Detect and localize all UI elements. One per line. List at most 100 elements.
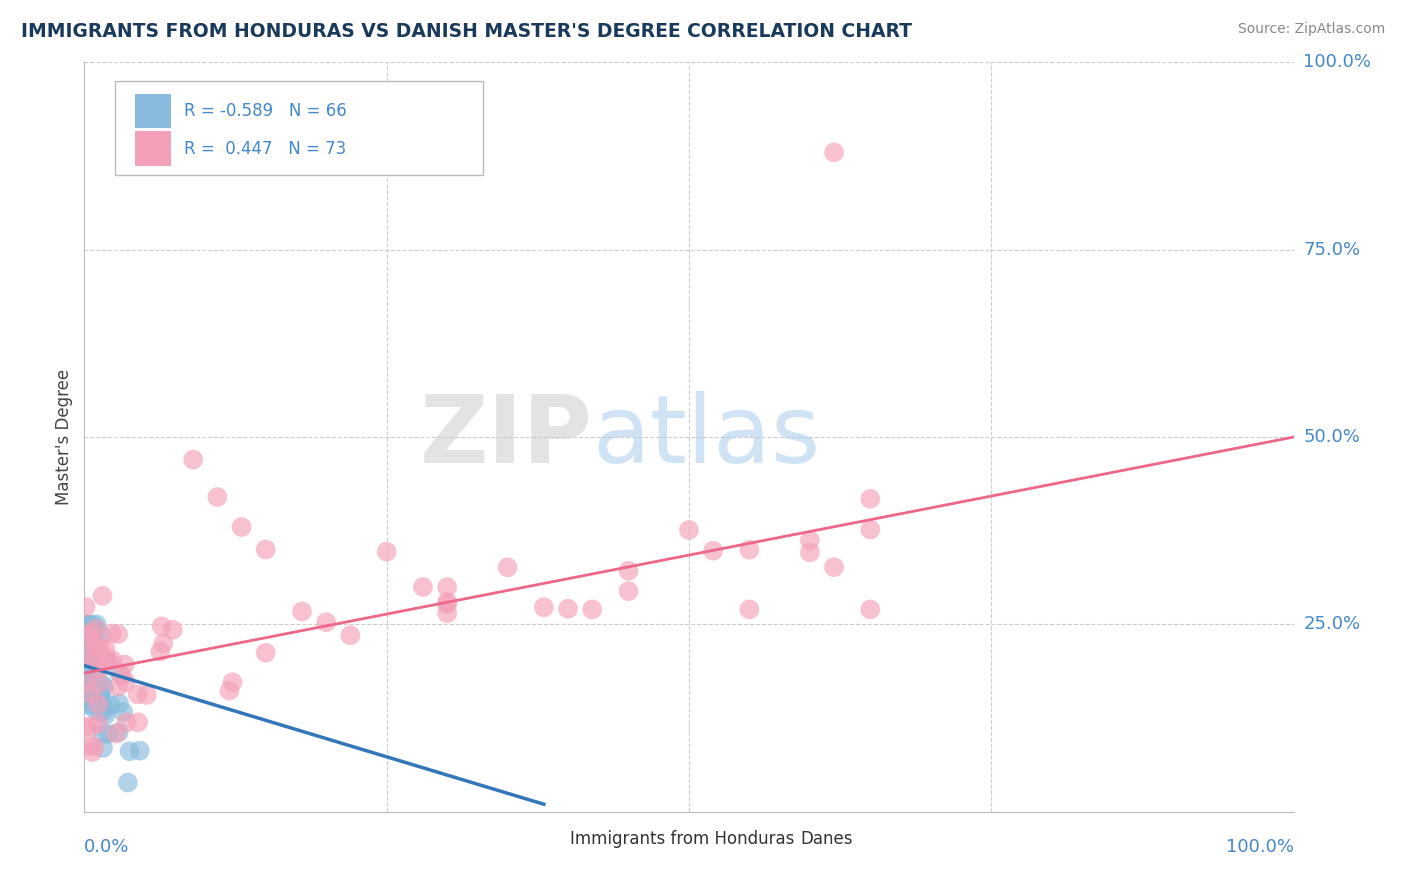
Point bbox=[75, 720, 97, 734]
Point bbox=[79, 738, 101, 752]
Point bbox=[75, 674, 97, 689]
Point bbox=[91, 740, 114, 755]
Point bbox=[254, 542, 277, 557]
Point bbox=[86, 656, 108, 670]
Point bbox=[436, 580, 458, 594]
Point bbox=[83, 649, 105, 664]
Point bbox=[86, 681, 108, 696]
Text: 50.0%: 50.0% bbox=[1303, 428, 1360, 446]
Point bbox=[702, 543, 724, 558]
Point bbox=[101, 653, 124, 667]
Point bbox=[152, 636, 174, 650]
Point bbox=[84, 677, 107, 691]
Point bbox=[412, 580, 434, 594]
FancyBboxPatch shape bbox=[768, 828, 794, 851]
Point bbox=[79, 665, 101, 679]
Point bbox=[149, 644, 172, 658]
Point bbox=[617, 564, 640, 578]
Point bbox=[108, 696, 131, 710]
Point bbox=[87, 686, 110, 700]
Point bbox=[77, 657, 100, 671]
Point bbox=[87, 698, 110, 712]
Point bbox=[76, 648, 98, 663]
Point bbox=[823, 560, 845, 574]
Text: 100.0%: 100.0% bbox=[1226, 838, 1294, 856]
Point bbox=[82, 617, 104, 632]
Point bbox=[79, 679, 101, 693]
Point bbox=[84, 621, 107, 635]
Point bbox=[75, 694, 97, 708]
Point bbox=[75, 668, 97, 682]
Point bbox=[75, 634, 97, 648]
Point bbox=[96, 654, 118, 668]
Text: R =  0.447   N = 73: R = 0.447 N = 73 bbox=[184, 140, 346, 158]
Point bbox=[93, 681, 115, 695]
Point bbox=[83, 637, 105, 651]
Text: ZIP: ZIP bbox=[419, 391, 592, 483]
Point bbox=[114, 675, 136, 690]
Point bbox=[83, 650, 105, 665]
Point bbox=[82, 653, 104, 667]
Point bbox=[107, 680, 129, 694]
Point bbox=[135, 688, 157, 702]
Point bbox=[76, 617, 98, 632]
Point bbox=[77, 636, 100, 650]
Y-axis label: Master's Degree: Master's Degree bbox=[55, 369, 73, 505]
Text: Danes: Danes bbox=[800, 830, 852, 848]
Point bbox=[80, 665, 103, 680]
Text: atlas: atlas bbox=[592, 391, 821, 483]
FancyBboxPatch shape bbox=[135, 131, 172, 166]
Point bbox=[117, 775, 139, 789]
Point bbox=[128, 744, 150, 758]
FancyBboxPatch shape bbox=[538, 828, 564, 851]
Point bbox=[82, 657, 104, 671]
Point bbox=[533, 600, 555, 615]
Point bbox=[218, 683, 240, 698]
Point bbox=[84, 646, 107, 660]
Point bbox=[231, 520, 253, 534]
Point bbox=[80, 648, 103, 663]
Text: 75.0%: 75.0% bbox=[1303, 241, 1361, 259]
Point bbox=[89, 689, 111, 703]
Point bbox=[221, 675, 243, 690]
Point bbox=[84, 671, 107, 685]
Point bbox=[82, 679, 104, 693]
Point bbox=[80, 621, 103, 635]
Point bbox=[86, 617, 108, 632]
Point bbox=[799, 533, 821, 548]
Point bbox=[557, 601, 579, 615]
Point bbox=[127, 715, 149, 730]
Point bbox=[496, 560, 519, 574]
Point bbox=[82, 679, 104, 693]
Text: 100.0%: 100.0% bbox=[1303, 54, 1371, 71]
Point bbox=[94, 708, 117, 723]
Point bbox=[83, 681, 105, 696]
Text: IMMIGRANTS FROM HONDURAS VS DANISH MASTER'S DEGREE CORRELATION CHART: IMMIGRANTS FROM HONDURAS VS DANISH MASTE… bbox=[21, 22, 912, 41]
Point bbox=[87, 661, 110, 675]
Point bbox=[91, 677, 114, 691]
Text: R = -0.589   N = 66: R = -0.589 N = 66 bbox=[184, 103, 346, 120]
FancyBboxPatch shape bbox=[135, 94, 172, 128]
Point bbox=[80, 652, 103, 666]
Point bbox=[87, 676, 110, 690]
Point bbox=[91, 589, 114, 603]
Point bbox=[76, 617, 98, 632]
Point bbox=[111, 669, 134, 683]
Point bbox=[90, 641, 112, 656]
Text: Source: ZipAtlas.com: Source: ZipAtlas.com bbox=[1237, 22, 1385, 37]
Point bbox=[86, 640, 108, 654]
Point bbox=[436, 595, 458, 609]
Point bbox=[76, 617, 98, 632]
Point bbox=[254, 646, 277, 660]
Point bbox=[84, 622, 107, 636]
Point bbox=[105, 726, 128, 740]
Point bbox=[91, 727, 114, 741]
Point bbox=[859, 602, 882, 616]
Point bbox=[115, 715, 138, 730]
Point bbox=[75, 683, 97, 698]
Point bbox=[87, 716, 110, 731]
Point bbox=[339, 628, 361, 642]
Point bbox=[291, 605, 314, 619]
Point bbox=[79, 689, 101, 703]
Point bbox=[617, 584, 640, 599]
